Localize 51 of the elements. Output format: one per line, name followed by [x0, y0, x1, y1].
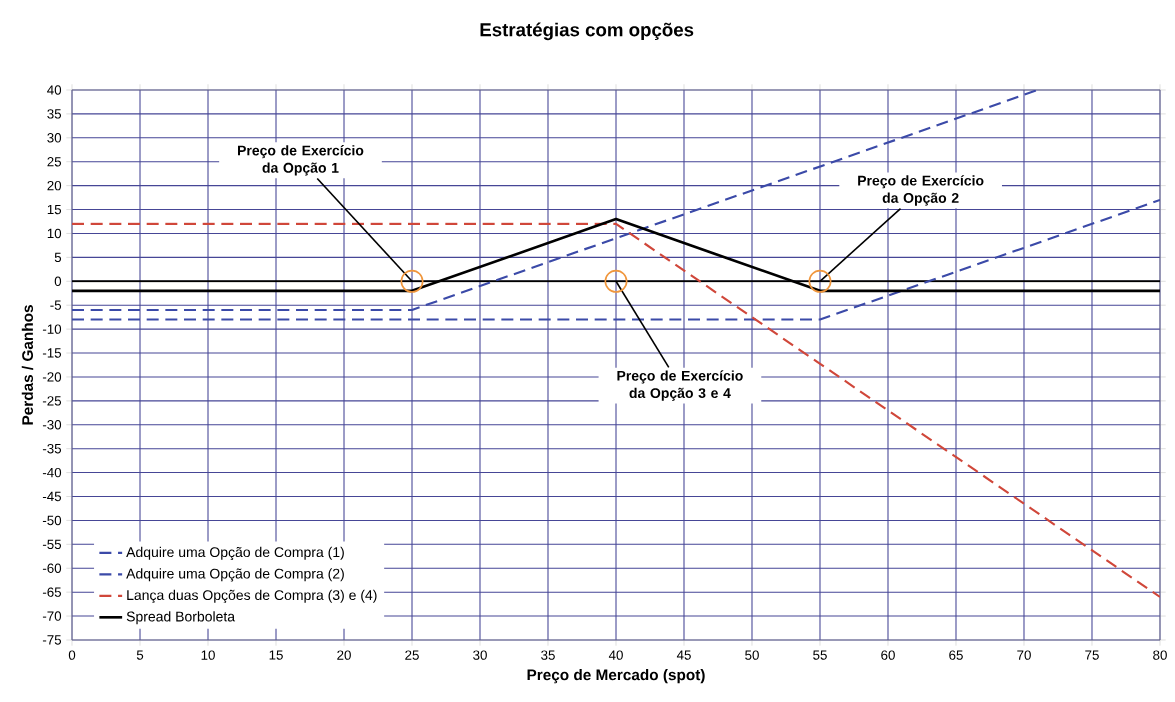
y-tick-label: 35 — [47, 109, 62, 119]
y-tick-label: -5 — [50, 300, 62, 310]
y-tick-label: -40 — [42, 467, 62, 478]
annotation: Preço de Exercício da Opção 1 — [238, 145, 364, 176]
x-tick-label: 80 — [1153, 650, 1167, 660]
x-tick-label: 35 — [541, 650, 555, 660]
y-tick-label: 0 — [54, 276, 62, 286]
y-tick-label: -70 — [42, 611, 62, 621]
legend-label: Adquire uma Opção de Compra (1) — [126, 546, 344, 560]
y-tick-label: -45 — [42, 491, 62, 502]
y-tick-label: 5 — [54, 252, 62, 263]
x-tick-label: 30 — [473, 650, 487, 660]
y-tick-label: -10 — [42, 324, 62, 334]
x-tick-label: 20 — [337, 650, 351, 660]
x-tick-label: 40 — [608, 650, 623, 660]
y-tick-label: 40 — [47, 85, 62, 95]
y-tick-label: -50 — [42, 515, 62, 526]
x-tick-label: 65 — [949, 650, 963, 660]
x-tick-label: 60 — [881, 650, 895, 660]
y-axis-title: Perdas / Ganhos — [21, 305, 34, 425]
legend-label: Adquire uma Opção de Compra (2) — [126, 568, 344, 582]
x-tick-label: 75 — [1085, 650, 1099, 660]
y-tick-label: 15 — [47, 204, 62, 215]
y-tick-label: -25 — [42, 396, 62, 406]
x-tick-label: 70 — [1017, 650, 1031, 660]
x-tick-label: 25 — [405, 650, 419, 660]
legend-label: Lança duas Opções de Compra (3) e (4) — [127, 589, 377, 603]
x-tick-label: 10 — [201, 650, 215, 660]
y-tick-label: 30 — [47, 133, 62, 143]
y-tick-label: -55 — [42, 539, 62, 549]
y-tick-label: -30 — [42, 420, 62, 430]
y-tick-label: 10 — [47, 228, 62, 239]
x-tick-label: 15 — [269, 650, 283, 660]
y-tick-label: 25 — [47, 157, 62, 167]
annotation: Preço de Exercício da Opção 3 e 4 — [617, 370, 743, 401]
y-tick-label: -15 — [42, 348, 62, 358]
legend-label: Spread Borboleta — [126, 611, 236, 625]
y-tick-label: -65 — [42, 587, 62, 597]
x-tick-label: 5 — [136, 650, 144, 660]
y-tick-label: 20 — [47, 180, 62, 191]
annotation: Preço de Exercício da Opção 2 — [858, 175, 984, 206]
x-tick-label: 45 — [676, 650, 691, 660]
chart-title: Estratégias com opções — [480, 22, 694, 41]
y-tick-label: -35 — [42, 443, 62, 454]
y-tick-label: -75 — [42, 635, 62, 645]
y-tick-label: -60 — [42, 563, 62, 573]
x-tick-label: 50 — [745, 650, 759, 660]
x-axis-title: Preço de Mercado (spot) — [527, 668, 705, 684]
x-tick-label: 55 — [813, 650, 827, 660]
x-tick-label: 0 — [68, 650, 76, 660]
y-tick-label: -20 — [42, 372, 62, 382]
